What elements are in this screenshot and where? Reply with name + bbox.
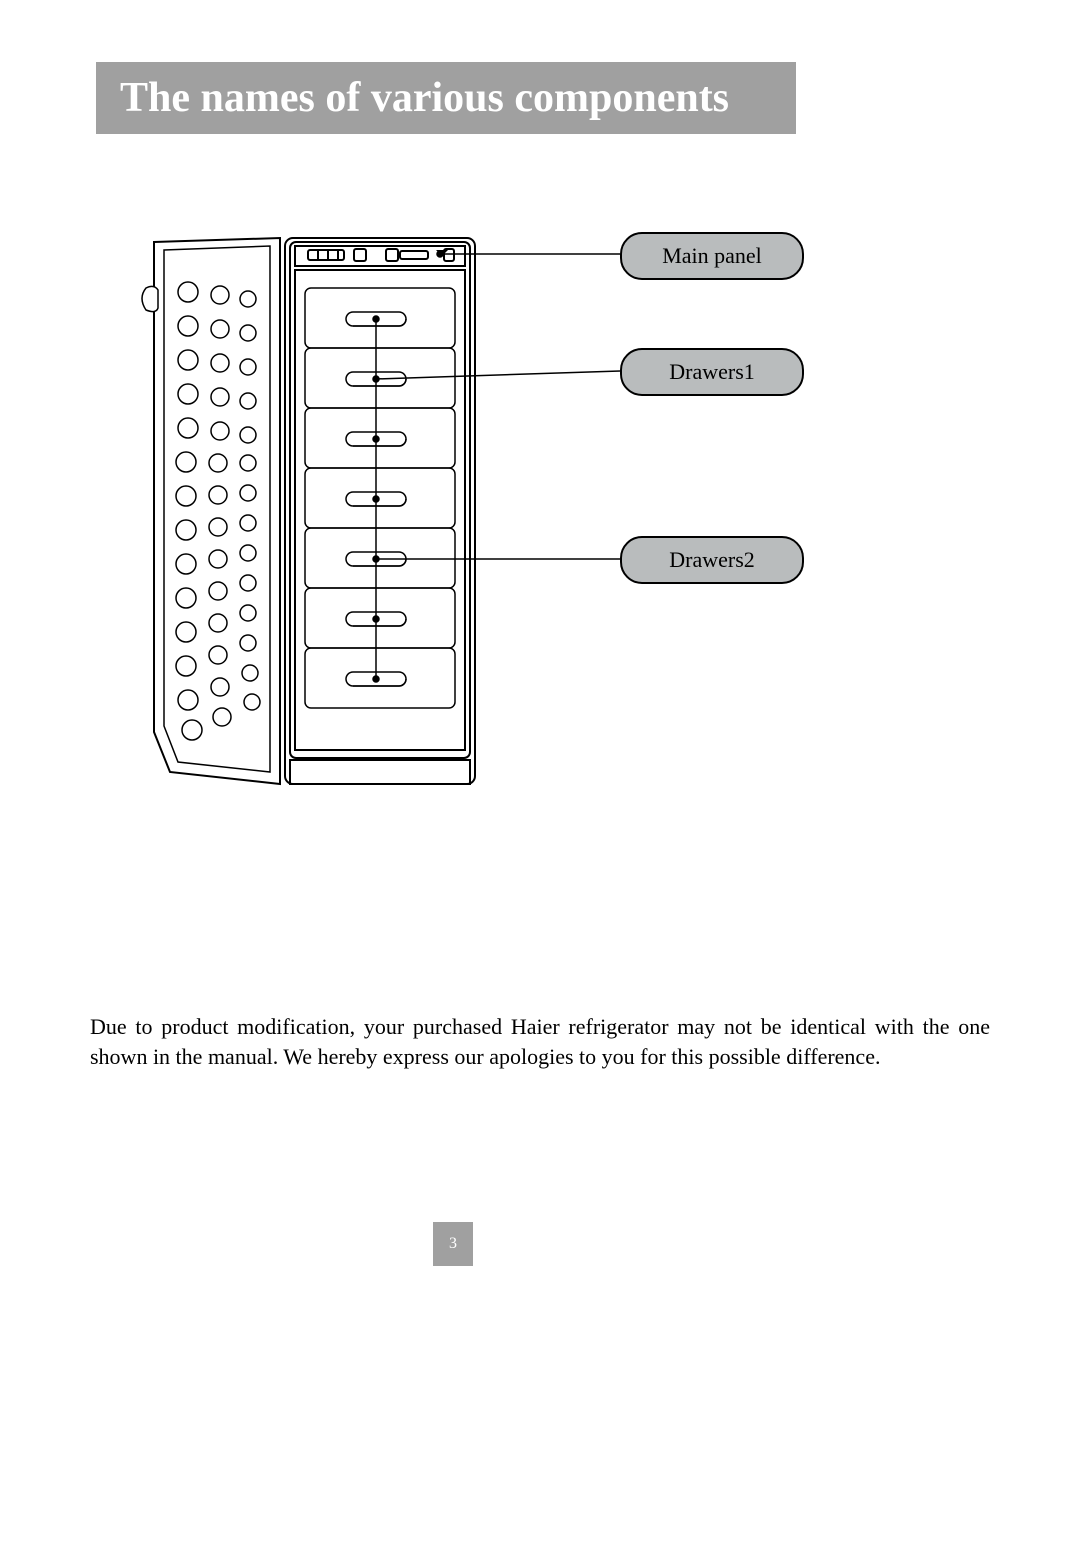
- freezer-illustration: [140, 232, 790, 802]
- callout-main-panel-label: Main panel: [662, 243, 762, 269]
- manual-page: The names of various components: [0, 0, 1080, 1552]
- callout-drawers2: Drawers2: [620, 536, 804, 584]
- callout-drawers1: Drawers1: [620, 348, 804, 396]
- components-diagram: Main panel Drawers1 Drawers2: [140, 232, 790, 802]
- section-title-band: The names of various components: [96, 62, 796, 134]
- disclaimer-text: Due to product modification, your purcha…: [90, 1012, 990, 1073]
- page-number-band: 3: [433, 1222, 473, 1266]
- callout-drawers2-label: Drawers2: [669, 547, 755, 573]
- callout-drawers1-label: Drawers1: [669, 359, 755, 385]
- page-number: 3: [449, 1235, 457, 1253]
- callout-main-panel: Main panel: [620, 232, 804, 280]
- section-title: The names of various components: [120, 74, 729, 122]
